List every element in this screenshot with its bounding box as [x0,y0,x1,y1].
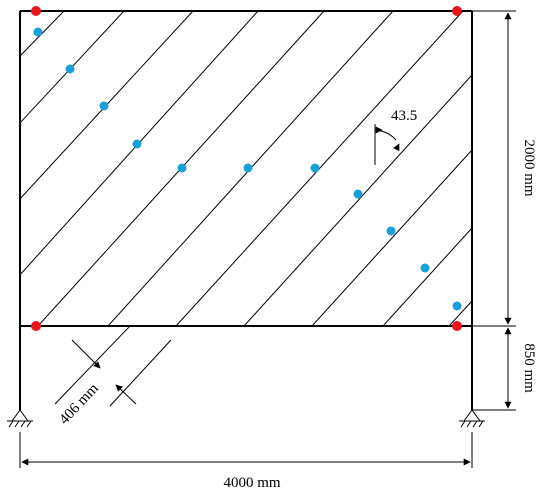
measurement-point [386,226,396,236]
corner-point [31,321,41,331]
left-support [7,409,33,428]
hatch-line [243,74,472,326]
corner-point [452,6,462,16]
hatch-line [311,149,472,326]
horizontal-dimension [19,432,473,468]
spacing-lines [54,325,172,407]
measurement-point [65,64,75,74]
right-support [459,409,485,428]
measurement-point [177,163,187,173]
support-triangle [463,409,481,422]
width-label: 4000 mm [223,475,280,491]
spacing-dimension [71,339,137,405]
height-upper-label: 2000 mm [521,139,537,196]
vertical-dimension [472,10,516,411]
measurement-points [33,27,462,311]
spacing-line [54,325,131,405]
angle-annotation [374,124,400,165]
hatch-line [448,300,472,326]
measurement-point [99,101,109,111]
angle-arc [374,129,397,141]
hatch-line [175,11,464,326]
measurement-point [353,189,363,199]
corner-point [31,6,41,16]
hatch-line [382,227,472,326]
measurement-point [243,163,253,173]
spacing-label: 406 mm [56,380,102,427]
corner-point [452,321,462,331]
measurement-point [132,139,142,149]
spacing-line [109,339,172,407]
angle-label: 43.5 [391,108,417,124]
height-lower-label: 850 mm [521,343,537,393]
measurement-point [33,27,43,37]
measurement-point [310,163,320,173]
support-triangle [11,409,29,422]
frame [19,10,473,410]
corner-points [31,6,462,331]
measurement-point [452,301,462,311]
measurement-point [420,263,430,273]
